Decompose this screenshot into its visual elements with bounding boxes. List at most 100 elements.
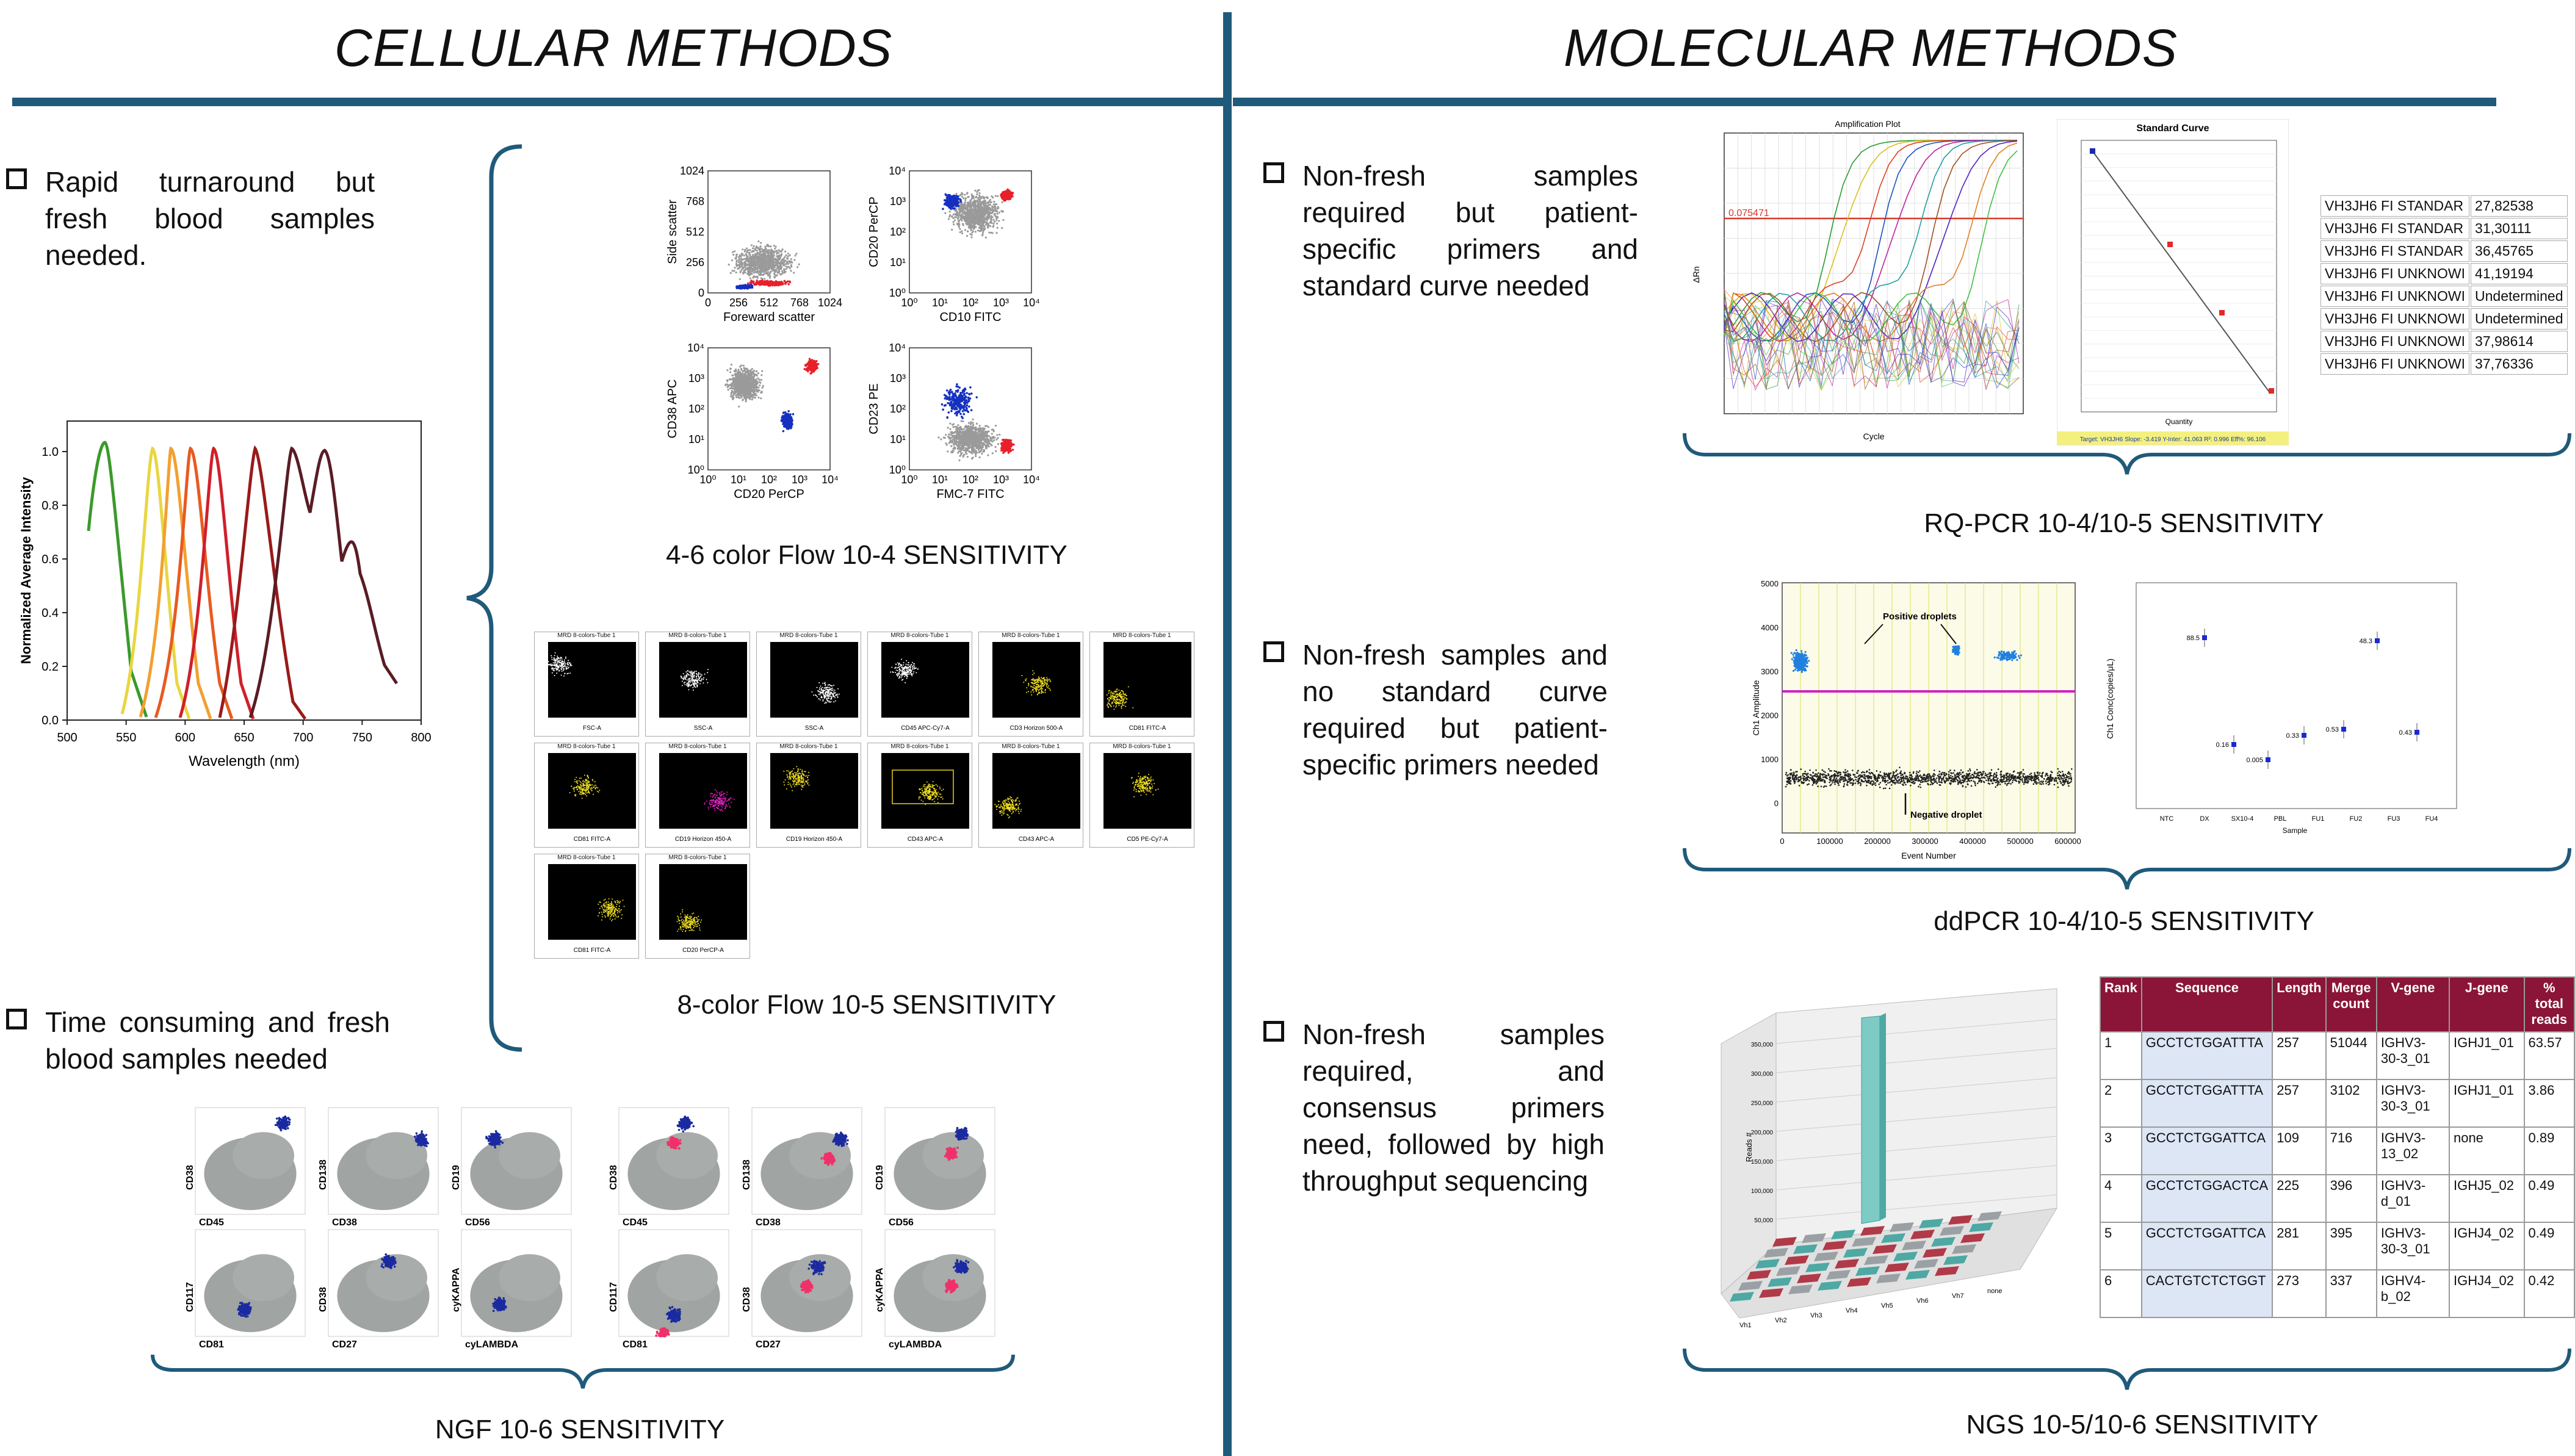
spectrum-xtick: 800: [411, 731, 431, 744]
bullet-rapid: Rapid turnaround but fresh blood samples…: [6, 164, 375, 273]
svg-text:10⁴: 10⁴: [1023, 297, 1040, 309]
spectrum-ytick: 0.0: [42, 714, 59, 727]
ngs-table-cell: IGHV3-30-3_01: [2375, 1031, 2450, 1080]
ngs-table-header: Sequence: [2140, 976, 2273, 1033]
ngf-plot: cyLAMBDA cyKAPPA: [875, 1229, 995, 1350]
ngf-xlabel: cyLAMBDA: [889, 1339, 942, 1350]
svg-text:10³: 10³: [993, 297, 1009, 309]
checkbox-icon: [6, 1009, 27, 1029]
ngf-xlabel: CD27: [756, 1339, 781, 1350]
conc-xtick: FU3: [2388, 815, 2400, 823]
ngf-xlabel: CD81: [199, 1339, 224, 1350]
ngs-table-row: 1 GCCTCTGGATTTA 257 51044 IGHV3-30-3_01 IGHJ1…: [2100, 1031, 2575, 1080]
ddpcr-ytick: 0: [1774, 799, 1779, 808]
flow8-tile-xlabel: CD20 PerCP-A: [682, 947, 724, 954]
svg-text:10⁰: 10⁰: [699, 474, 716, 486]
ct-table-cell: VH3JH6 FI UNKNOWI: [2320, 331, 2470, 352]
ngs-table-cell: 3.86: [2523, 1079, 2575, 1128]
header-cellular: CELLULAR METHODS: [334, 19, 893, 77]
spectrum-xtick: 750: [352, 731, 372, 744]
ngs-table-header-row: Rank Sequence Length Merge count V-gene J-gen…: [2100, 976, 2575, 1033]
svg-text:10³: 10³: [890, 195, 906, 207]
ngs-ytick: 200,000: [1751, 1130, 1774, 1136]
conc-point-label: 48.3: [2360, 638, 2372, 645]
ct-table-row: VH3JH6 FI STANDAR 31,30111: [2320, 218, 2568, 239]
flow8-tile-title: MRD 8-colors-Tube 1: [557, 743, 616, 750]
flow8-tile-xlabel: SSC-A: [805, 725, 824, 732]
checkbox-icon: [6, 168, 27, 189]
ngs-table-cell: 2: [2100, 1079, 2142, 1128]
ngs-table-cell: IGHV3-30-3_01: [2375, 1222, 2450, 1270]
flow8-tile-xlabel: CD43 APC-A: [1019, 836, 1055, 843]
ngf-plot: CD38 CD138: [742, 1107, 862, 1228]
conc-point: [2414, 730, 2419, 735]
conc-point-label: 0.005: [2246, 757, 2263, 764]
flow8-tile: MRD 8-colors-Tube 1 CD5 PE-Cy7-A: [1089, 743, 1194, 848]
ct-table-cell: Undetermined: [2471, 308, 2568, 330]
bullet-rqpcr: Non-fresh samples required but patient-s…: [1263, 157, 1638, 304]
ngs-table-header: % total reads: [2523, 976, 2575, 1033]
ct-table-row: VH3JH6 FI UNKNOWI Undetermined: [2320, 308, 2568, 330]
flow8-tile-xlabel: SSC-A: [694, 725, 713, 732]
ddpcr-ytick: 3000: [1761, 667, 1779, 676]
svg-text:10⁰: 10⁰: [688, 464, 704, 476]
checkbox-icon: [1263, 641, 1284, 662]
ngs-table-cell: IGHV3-d_01: [2375, 1174, 2450, 1223]
flow8-tile-title: MRD 8-colors-Tube 1: [890, 632, 949, 639]
flow8-tile-title: MRD 8-colors-Tube 1: [668, 743, 727, 750]
ngs-table-cell: 225: [2272, 1174, 2327, 1223]
ngf-ylabel: CD138: [318, 1159, 328, 1190]
svg-text:0: 0: [705, 297, 711, 309]
ngf-xlabel: CD38: [756, 1217, 781, 1228]
ddpcr-xtick: 200000: [1864, 837, 1890, 846]
spectrum-ytick: 0.6: [42, 553, 59, 566]
ngs-ytick: 50,000: [1754, 1217, 1773, 1224]
ngs-table-cell: CACTGTCTCTGGT: [2140, 1269, 2273, 1318]
ct-table-cell: VH3JH6 FI UNKNOWI: [2320, 286, 2470, 307]
ct-table-row: VH3JH6 FI UNKNOWI 41,19194: [2320, 263, 2568, 284]
flow8-tile: MRD 8-colors-Tube 1 SSC-A: [645, 632, 750, 737]
ngf-xlabel: CD38: [332, 1217, 357, 1228]
ngf-ylabel: CD19: [451, 1165, 461, 1190]
flow-group-bracket: [466, 144, 522, 1052]
ngs-ytick: 100,000: [1751, 1188, 1774, 1195]
ngf-xlabel: CD56: [889, 1217, 914, 1228]
conc-ylabel: Ch1 Conc(copies/μL): [2105, 658, 2115, 739]
ngf-ylabel: CD138: [742, 1159, 752, 1190]
conc-xtick: FU4: [2425, 815, 2438, 823]
std-point: [2167, 242, 2173, 247]
svg-text:10³: 10³: [792, 474, 807, 486]
svg-text:10¹: 10¹: [932, 297, 948, 309]
spectrum-plot: 500 550 600 650 700 750 8000.00.20.40.60.81.0 …: [18, 420, 432, 769]
ddpcr-bracket: [1683, 848, 2571, 890]
ngf-plots: CD45 CD38 CD38 CD138 CD56 CD19 CD45 CD38 CD38 CD1…: [185, 1107, 995, 1350]
ngf-plot: CD45 CD38: [185, 1107, 306, 1228]
amp-xlabel: Cycle: [1863, 431, 1884, 441]
ngs-xtick: Vh7: [1952, 1292, 1964, 1300]
svg-text:10⁰: 10⁰: [901, 297, 917, 309]
ngs-ytick: 300,000: [1751, 1071, 1774, 1078]
svg-text:10²: 10²: [761, 474, 777, 486]
spectrum-ytick: 1.0: [42, 445, 59, 459]
flow8-tile-title: MRD 8-colors-Tube 1: [557, 854, 616, 861]
ct-table-row: VH3JH6 FI STANDAR 27,82538: [2320, 195, 2568, 217]
ct-table-cell: VH3JH6 FI STANDAR: [2320, 218, 2470, 239]
ddpcr-xtick: 0: [1780, 837, 1784, 846]
ngf-ylabel: CD38: [185, 1165, 195, 1190]
ngf-plot: CD27 CD38: [742, 1229, 862, 1350]
ngs-table-cell: IGHV4-b_02: [2375, 1269, 2450, 1318]
flow8-tile-xlabel: CD81 FITC-A: [574, 947, 611, 954]
ngs-table-cell: 4: [2100, 1174, 2142, 1223]
ct-table-row: VH3JH6 FI UNKNOWI Undetermined: [2320, 286, 2568, 307]
conc-xtick: FU2: [2350, 815, 2363, 823]
ct-table-cell: VH3JH6 FI UNKNOWI: [2320, 308, 2470, 330]
ddpcr-xtick: 300000: [1912, 837, 1938, 846]
ngs-table-cell: 273: [2272, 1269, 2327, 1318]
ngs-xtick: none: [1987, 1288, 2002, 1295]
ddpcr-caption: ddPCR 10-4/10-5 SENSITIVITY: [1934, 906, 2314, 936]
std-footer: Target: VH3JH6 Slope: -3.419 Y-Inter: 41…: [2080, 436, 2266, 443]
ngs-table-cell: IGHJ4_02: [2448, 1222, 2525, 1270]
ddpcr-ytick: 4000: [1761, 623, 1779, 632]
conc-xtick: SX10-4: [2231, 815, 2254, 823]
